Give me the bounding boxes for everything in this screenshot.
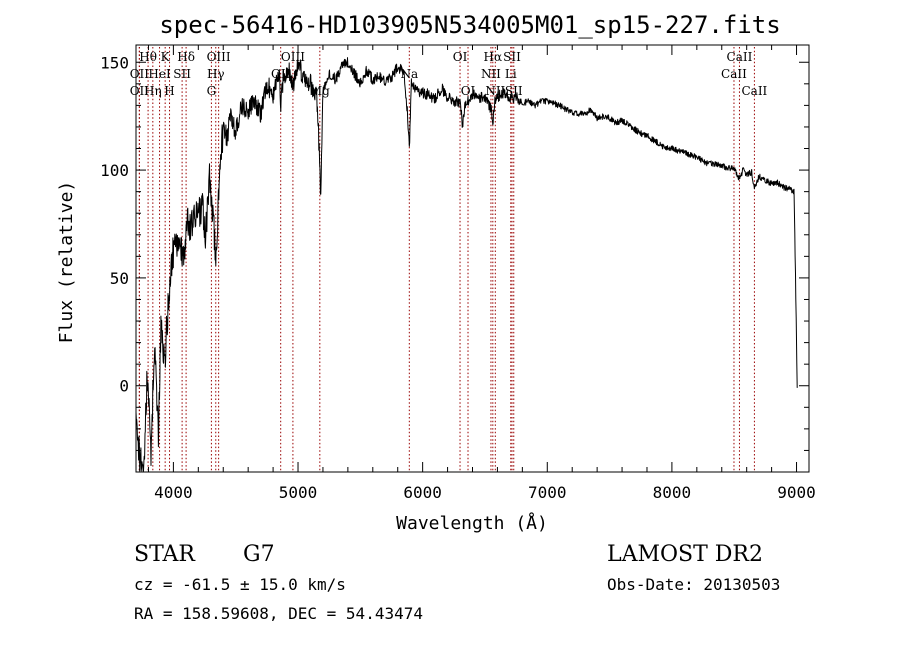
spectral-line-label: OII xyxy=(130,67,150,81)
coordinates-readout: RA = 158.59608, DEC = 54.43474 xyxy=(134,604,423,623)
spectral-line-label: Hγ xyxy=(207,67,225,81)
object-class: STAR xyxy=(134,542,196,567)
spectral-line-label: OIII xyxy=(207,50,231,64)
spectral-line-label: K xyxy=(161,50,171,64)
redshift-readout: cz = -61.5 ± 15.0 km/s xyxy=(134,575,346,594)
spectrum-line xyxy=(135,57,798,472)
spectral-line-label: Hδ xyxy=(177,50,195,64)
observation-date: Obs-Date: 20130503 xyxy=(607,575,780,594)
object-subclass: G7 xyxy=(243,542,275,567)
spectral-line-markers xyxy=(138,47,755,471)
spectral-line-label: SII xyxy=(173,67,191,81)
x-axis-ticks: 4000 5000 6000 7000 8000 9000 xyxy=(147,45,816,502)
y-tick-label: 150 xyxy=(100,53,129,72)
spectral-line-label: OIII xyxy=(281,50,305,64)
spectrum-series xyxy=(135,57,798,472)
chart-title: spec-56416-HD103905N534005M01_sp15-227.f… xyxy=(159,11,780,39)
spectral-line-label: H xyxy=(164,84,174,98)
spectral-line-labels: OIIHθOIIHηHeIKHSIIHδGHγOIIIOIIOIIIMgNaOI… xyxy=(130,50,768,98)
spectral-line-label: CaII xyxy=(727,50,753,64)
x-tick-label: 4000 xyxy=(154,483,193,502)
y-tick-label: 50 xyxy=(110,269,129,288)
spectral-line-label: OI xyxy=(461,84,476,98)
spectral-line-label: CaII xyxy=(741,84,767,98)
spectral-line-label: SII xyxy=(503,50,521,64)
spectral-line-label: NII xyxy=(485,84,505,98)
spectral-line-label: OII xyxy=(130,84,150,98)
spectral-line-label: Hα xyxy=(484,50,503,64)
spectral-line-label: Na xyxy=(400,67,418,81)
y-tick-label: 0 xyxy=(119,377,129,396)
y-tick-label: 100 xyxy=(100,161,129,180)
spectral-line-label: Li xyxy=(505,67,517,81)
x-tick-label: 7000 xyxy=(528,483,567,502)
spectral-line-label: OII xyxy=(271,67,291,81)
plot-frame xyxy=(135,44,810,473)
spectral-line-label: G xyxy=(207,84,217,98)
spectral-line-label: CaII xyxy=(721,67,747,81)
x-axis-title: Wavelength (Å) xyxy=(396,512,548,534)
x-tick-label: 6000 xyxy=(403,483,442,502)
y-axis-title: Flux (relative) xyxy=(56,181,77,344)
spectral-line-label: Hθ xyxy=(139,50,157,64)
survey-name: LAMOST DR2 xyxy=(607,542,763,567)
spectral-line-label: Mg xyxy=(310,84,330,98)
spectral-line-label: Hη xyxy=(144,84,162,98)
x-tick-label: 5000 xyxy=(279,483,318,502)
spectral-line-label: HeI xyxy=(148,67,171,81)
spectral-line-label: NII xyxy=(481,67,501,81)
y-axis-ticks: 0 50 100 150 xyxy=(100,53,809,451)
spectral-line-label: SII xyxy=(505,84,523,98)
x-tick-label: 9000 xyxy=(777,483,816,502)
x-tick-label: 8000 xyxy=(653,483,692,502)
spectral-line-label: OI xyxy=(453,50,468,64)
